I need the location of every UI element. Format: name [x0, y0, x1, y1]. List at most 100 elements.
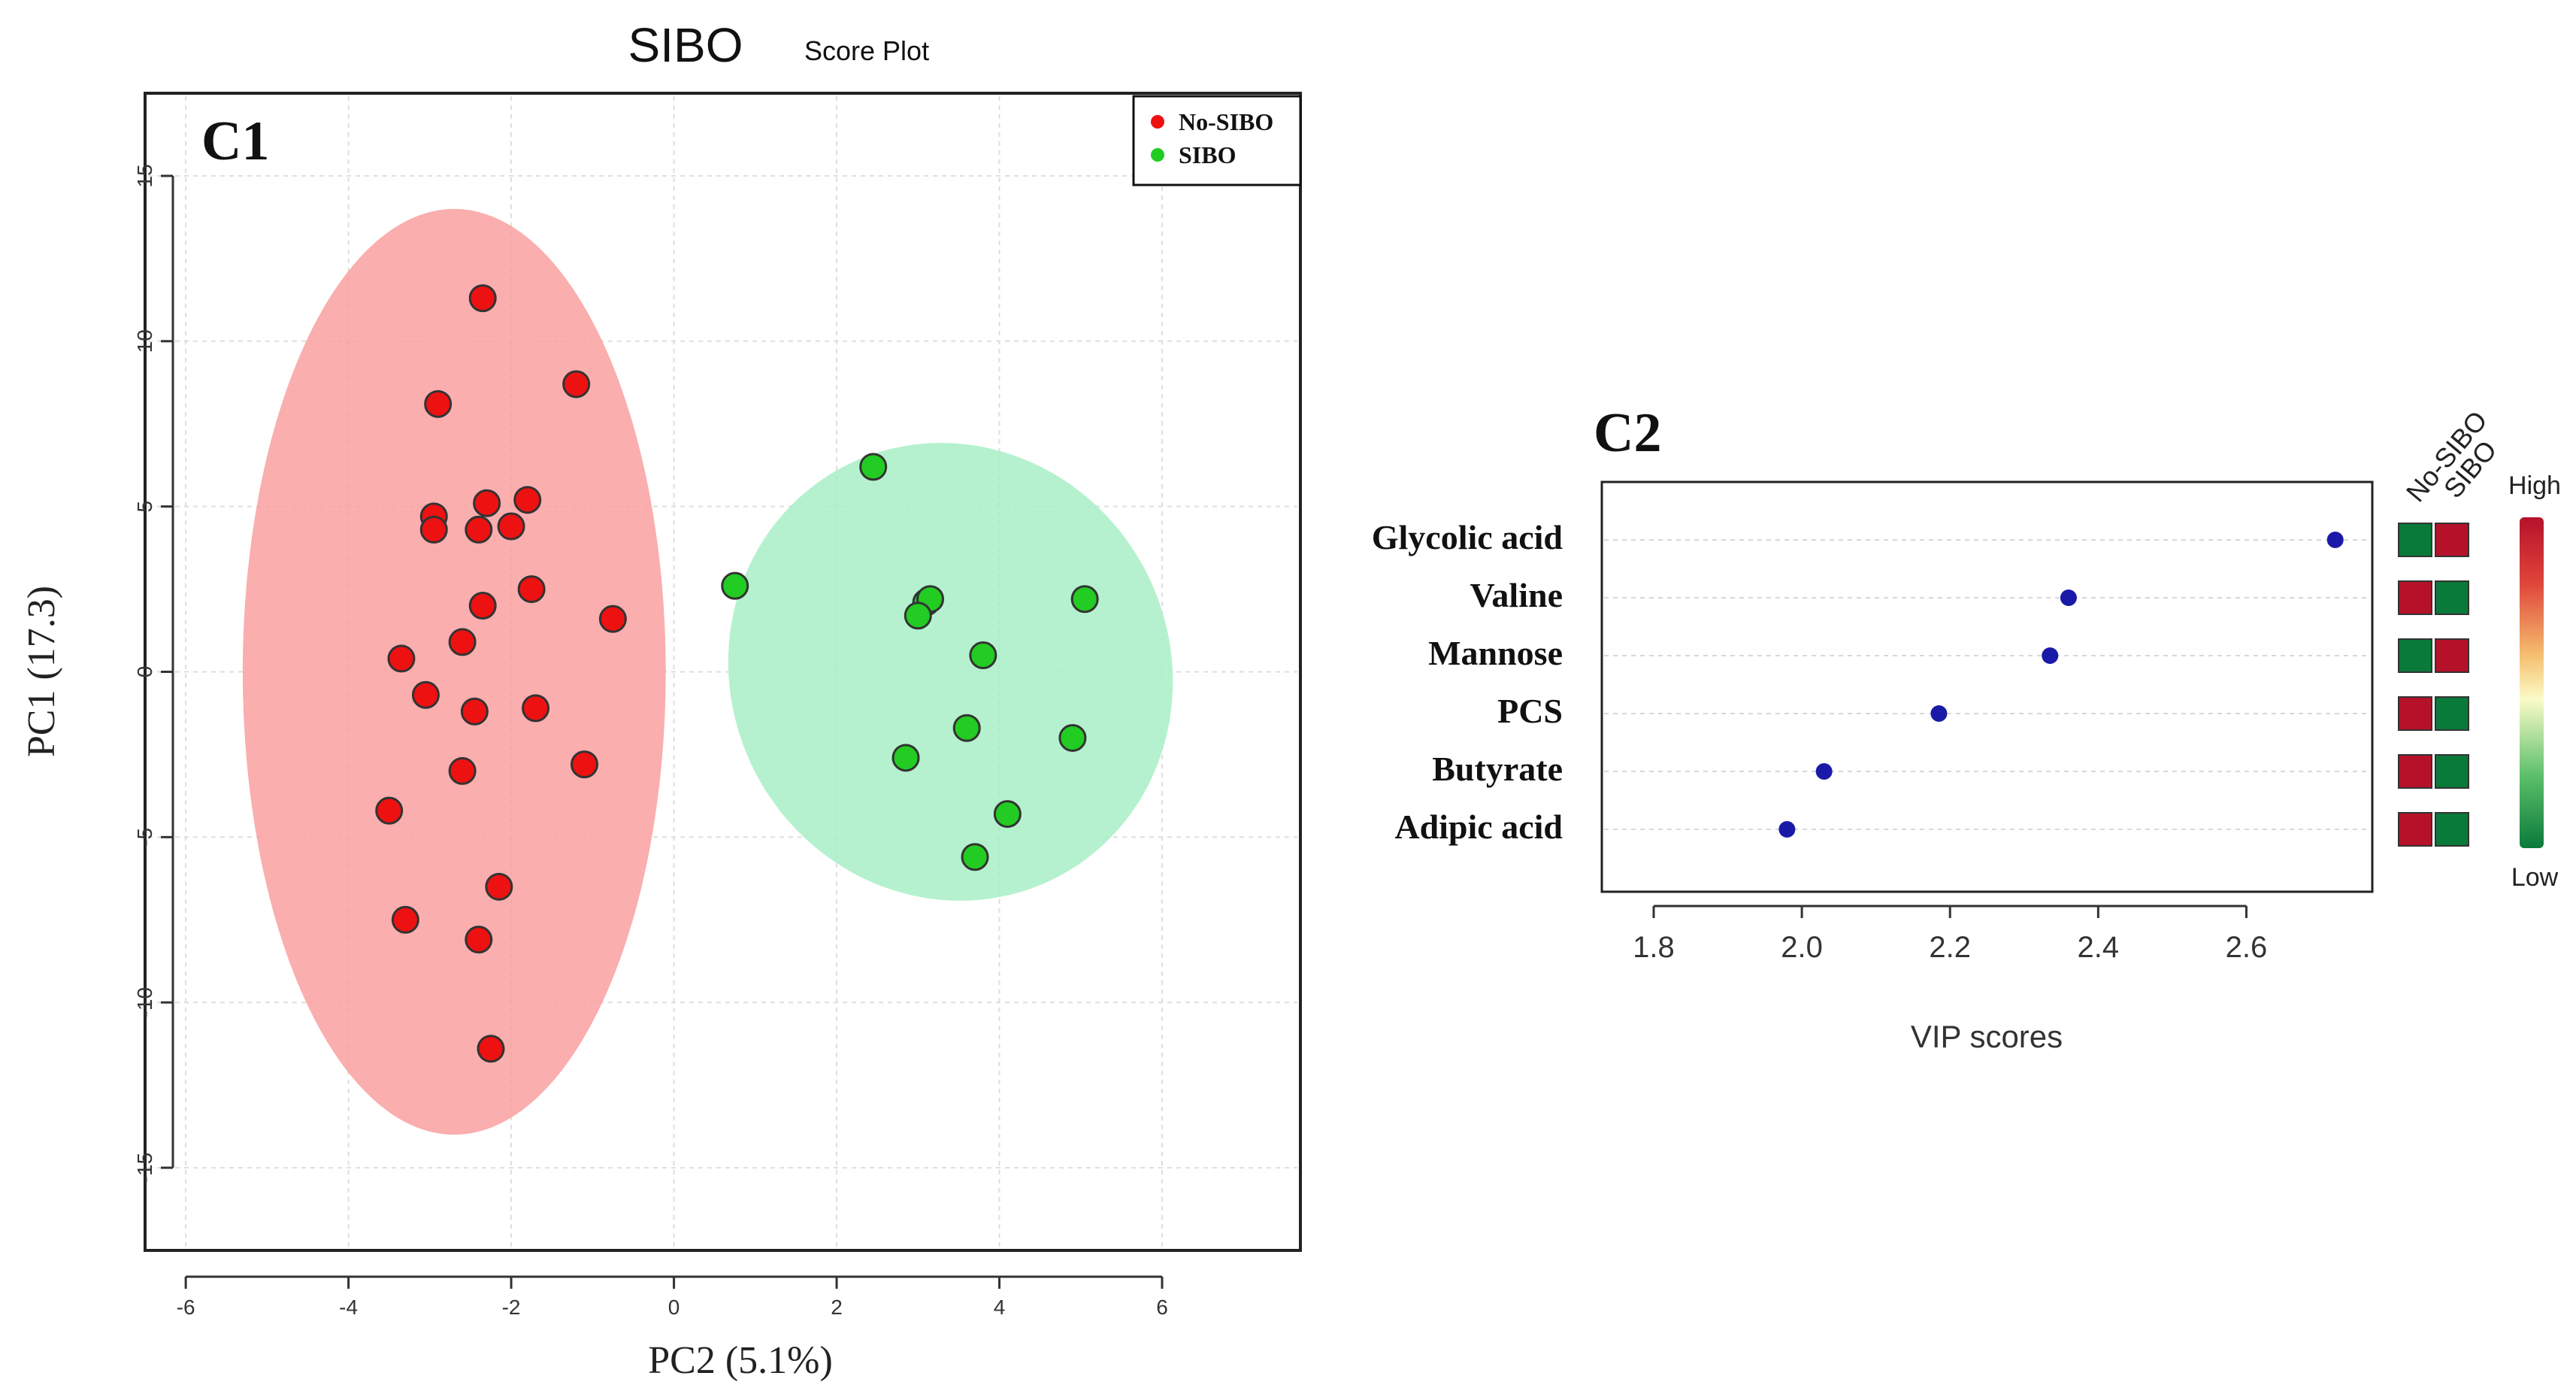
- heatmap-cell-3-sibo: [2435, 696, 2469, 731]
- c1-point-no-sibo-7: [497, 512, 525, 541]
- c1-legend-box: [1132, 95, 1302, 186]
- c2-vip-plot: C2 Glycolic acid Valine Mannose PCS Butyrate…: [1372, 402, 2561, 1054]
- c2-xtick-label-0: 1.8: [1633, 931, 1675, 964]
- heatmap-cell-0-sibo: [2435, 523, 2469, 557]
- c1-point-no-sibo-20: [485, 872, 513, 901]
- heatmap-cell-1-sibo: [2435, 580, 2469, 615]
- c1-point-sibo-7: [952, 714, 981, 742]
- c1-point-no-sibo-5: [473, 489, 501, 517]
- c2-label-5: Adipic acid: [1394, 808, 1563, 846]
- c1-y-axis-label: PC1 (17.3): [20, 586, 63, 757]
- c2-colorbar: High Low: [2508, 471, 2561, 892]
- c1-xtick-label-6: 6: [1156, 1296, 1168, 1319]
- c2-point-1: [2060, 589, 2077, 606]
- c1-point-no-sibo-17: [448, 756, 477, 785]
- c1-point-sibo-10: [993, 800, 1022, 829]
- c1-point-sibo-6: [969, 641, 997, 670]
- c1-ytick-label-1: -10: [133, 987, 156, 1017]
- c2-point-0: [2326, 532, 2344, 548]
- c1-ytick-label-0: -15: [133, 1153, 156, 1183]
- c1-point-no-sibo-23: [477, 1035, 505, 1063]
- c1-point-no-sibo-4: [419, 515, 448, 544]
- c1-point-no-sibo-14: [411, 680, 440, 709]
- c1-xtick-label-0: -6: [177, 1296, 195, 1319]
- c1-x-axis-label: PC2 (5.1%): [648, 1339, 833, 1382]
- c1-ytick-label-6: 15: [133, 164, 156, 187]
- c1-ytick-label-2: -5: [133, 828, 156, 847]
- c1-point-no-sibo-15: [460, 697, 489, 726]
- c1-panel-label: C1: [201, 111, 269, 172]
- c1-point-sibo-5: [1070, 585, 1099, 614]
- c2-heatmap: [2398, 523, 2469, 847]
- colorbar-gradient: [2520, 517, 2544, 848]
- c1-point-sibo-1: [721, 571, 749, 600]
- heatmap-cell-1-no-sibo: [2398, 580, 2432, 615]
- c1-xtick-label-1: -4: [339, 1296, 358, 1319]
- c2-xtick-label-3: 2.4: [2078, 931, 2120, 964]
- legend-marker-sibo: [1151, 148, 1164, 162]
- c2-x-axis-label: VIP scores: [1911, 1019, 2063, 1054]
- c2-point-3: [1930, 705, 1948, 722]
- c2-point-2: [2042, 647, 2059, 664]
- c2-xtick-label-1: 2.0: [1781, 931, 1823, 964]
- c1-point-no-sibo-2: [562, 370, 591, 399]
- c1-point-no-sibo-13: [387, 644, 416, 673]
- colorbar-low-label: Low: [2511, 863, 2559, 892]
- c2-point-5: [1778, 821, 1796, 838]
- c1-point-no-sibo-9: [517, 575, 546, 604]
- heatmap-cell-5-sibo: [2435, 812, 2469, 847]
- heatmap-cell-2-no-sibo: [2398, 638, 2432, 673]
- legend-label-sibo: SIBO: [1179, 141, 1236, 168]
- c1-ytick-label-5: 10: [133, 329, 156, 353]
- c2-xtick-label-2: 2.2: [1929, 931, 1971, 964]
- c1-point-no-sibo-0: [468, 284, 497, 313]
- c1-y-axis: -15 -10 -5 0 5 10 15: [133, 164, 174, 1183]
- c2-label-0: Glycolic acid: [1372, 518, 1563, 556]
- c1-point-sibo-4: [904, 602, 932, 630]
- c1-point-no-sibo-6: [513, 486, 542, 514]
- c2-point-4: [1815, 763, 1833, 780]
- c1-ellipse-no-sibo: [242, 208, 666, 1135]
- c1-legend: No-SIBO SIBO: [1132, 95, 1302, 186]
- c1-point-no-sibo-16: [522, 694, 550, 723]
- c1-point-no-sibo-22: [465, 926, 493, 954]
- heatmap-cell-5-no-sibo: [2398, 812, 2432, 847]
- c2-variable-labels: Glycolic acid Valine Mannose PCS Butyrate Adi…: [1372, 518, 1563, 846]
- c1-point-no-sibo-10: [468, 592, 497, 620]
- colorbar-high-label: High: [2508, 471, 2561, 500]
- c1-point-no-sibo-1: [424, 389, 453, 418]
- c2-panel-label: C2: [1594, 402, 1661, 464]
- c2-label-3: PCS: [1497, 692, 1563, 730]
- c1-score-plot: -6 -4 -2 0 2 4 6 -15 -10 -5 0 5 10 15 C1 No-SIBO SIB…: [20, 92, 1302, 1382]
- c1-point-no-sibo-12: [448, 628, 477, 656]
- c2-label-1: Valine: [1470, 576, 1563, 614]
- c1-xtick-label-2: -2: [502, 1296, 521, 1319]
- c1-xtick-label-4: 2: [831, 1296, 843, 1319]
- c2-plot-frame: [1600, 480, 2374, 893]
- heatmap-cell-3-no-sibo: [2398, 696, 2432, 731]
- c2-heatmap-headers: No-SIBO SIBO: [2400, 405, 2503, 508]
- c1-point-no-sibo-8: [465, 515, 493, 544]
- c2-xtick-label-4: 2.6: [2226, 931, 2268, 964]
- c1-point-sibo-11: [961, 843, 989, 871]
- c1-point-sibo-0: [859, 453, 888, 481]
- c2-data-points: [1778, 532, 2344, 838]
- c1-point-no-sibo-19: [375, 796, 404, 825]
- c1-x-axis: -6 -4 -2 0 2 4 6: [177, 1275, 1168, 1319]
- legend-marker-no-sibo: [1151, 115, 1164, 129]
- heatmap-cell-0-no-sibo: [2398, 523, 2432, 557]
- heatmap-cell-4-sibo: [2435, 754, 2469, 789]
- heatmap-cell-4-no-sibo: [2398, 754, 2432, 789]
- c1-xtick-label-5: 4: [994, 1296, 1006, 1319]
- c2-label-4: Butyrate: [1432, 750, 1563, 788]
- c1-point-sibo-9: [891, 744, 920, 772]
- c1-ytick-label-4: 5: [133, 501, 156, 513]
- heatmap-cell-2-sibo: [2435, 638, 2469, 673]
- c1-point-no-sibo-21: [391, 905, 419, 934]
- c1-point-no-sibo-18: [570, 750, 598, 779]
- c2-gridlines: [1604, 539, 2370, 830]
- legend-label-no-sibo: No-SIBO: [1179, 108, 1273, 135]
- c1-confidence-ellipses: [242, 208, 1173, 1135]
- c2-x-axis: 1.8 2.0 2.2 2.4 2.6: [1633, 905, 2268, 964]
